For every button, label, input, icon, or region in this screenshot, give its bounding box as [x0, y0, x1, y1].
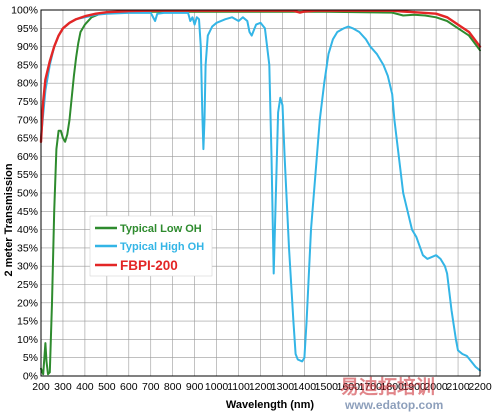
x-tick-label: 300	[54, 381, 72, 393]
legend-label-low-oh: Typical Low OH	[120, 223, 202, 235]
y-tick-label: 55%	[17, 169, 38, 181]
x-tick-label: 1500	[315, 381, 339, 393]
x-tick-label: 1400	[293, 381, 317, 393]
series-lines	[39, 9, 482, 376]
x-tick-label: 1200	[249, 381, 273, 393]
x-tick-label: 1000	[205, 381, 229, 393]
x-tick-label: 400	[76, 381, 94, 393]
series-line-low-oh	[40, 10, 481, 376]
x-tick-label: 2200	[468, 381, 492, 393]
y-tick-label: 100%	[11, 5, 38, 17]
watermark: 易迪拓培训 www.edatop.com	[340, 375, 443, 412]
legend-label-fbpi: FBPI-200	[120, 258, 178, 273]
x-tick-label: 700	[142, 381, 160, 393]
y-tick-label: 30%	[17, 261, 38, 273]
y-tick-label: 25%	[17, 279, 38, 291]
legend: Typical Low OH Typical High OH FBPI-200	[89, 215, 213, 277]
x-tick-label: 800	[164, 381, 182, 393]
x-tick-label: 1600	[337, 381, 361, 393]
y-tick-label: 70%	[17, 114, 38, 126]
watermark-text: 易迪拓培训	[340, 375, 435, 398]
y-tick-label: 5%	[23, 352, 38, 364]
y-tick-label: 85%	[17, 59, 38, 71]
y-tick-label: 35%	[17, 242, 38, 254]
y-tick-label: 65%	[17, 133, 38, 145]
y-tick-label: 50%	[17, 188, 38, 200]
x-tick-label: 1900	[402, 381, 426, 393]
y-tick-label: 95%	[17, 23, 38, 35]
x-tick-label: 900	[186, 381, 204, 393]
y-tick-labels: 0% 5% 10% 15% 20% 25% 30% 35% 40% 45% 50% 55% 60% 65%…	[11, 5, 38, 383]
y-tick-label: 20%	[17, 297, 38, 309]
x-tick-labels: 200 300 400 500 600 700 800 900 1000110012001300…	[32, 381, 492, 393]
x-tick-label: 200	[32, 381, 50, 393]
legend-label-high-oh: Typical High OH	[120, 241, 204, 253]
watermark-url: www.edatop.com	[344, 398, 443, 412]
x-tick-label: 2100	[446, 381, 470, 393]
x-tick-label: 1700	[359, 381, 383, 393]
y-tick-label: 15%	[17, 316, 38, 328]
x-tick-label: 1100	[227, 381, 250, 393]
series-line-fbpi-200	[39, 9, 482, 143]
y-tick-label: 0%	[23, 371, 38, 383]
y-tick-label: 80%	[17, 78, 38, 90]
x-tick-label: 1300	[271, 381, 295, 393]
x-tick-label: 500	[98, 381, 116, 393]
x-axis-title: Wavelength (nm)	[226, 399, 315, 411]
x-tick-label: 600	[120, 381, 138, 393]
y-tick-label: 10%	[17, 334, 38, 346]
y-tick-label: 45%	[17, 206, 38, 218]
y-tick-label: 40%	[17, 224, 38, 236]
x-tick-label: 2000	[424, 381, 448, 393]
grid	[40, 9, 481, 377]
y-axis-title: 2 meter Transmission	[3, 163, 15, 276]
plot-frame	[40, 9, 481, 377]
y-tick-label: 90%	[17, 41, 38, 53]
x-tick-label: 1800	[381, 381, 405, 393]
y-tick-label: 75%	[17, 96, 38, 108]
y-tick-label: 60%	[17, 151, 38, 163]
series-line-high-oh	[40, 11, 481, 372]
